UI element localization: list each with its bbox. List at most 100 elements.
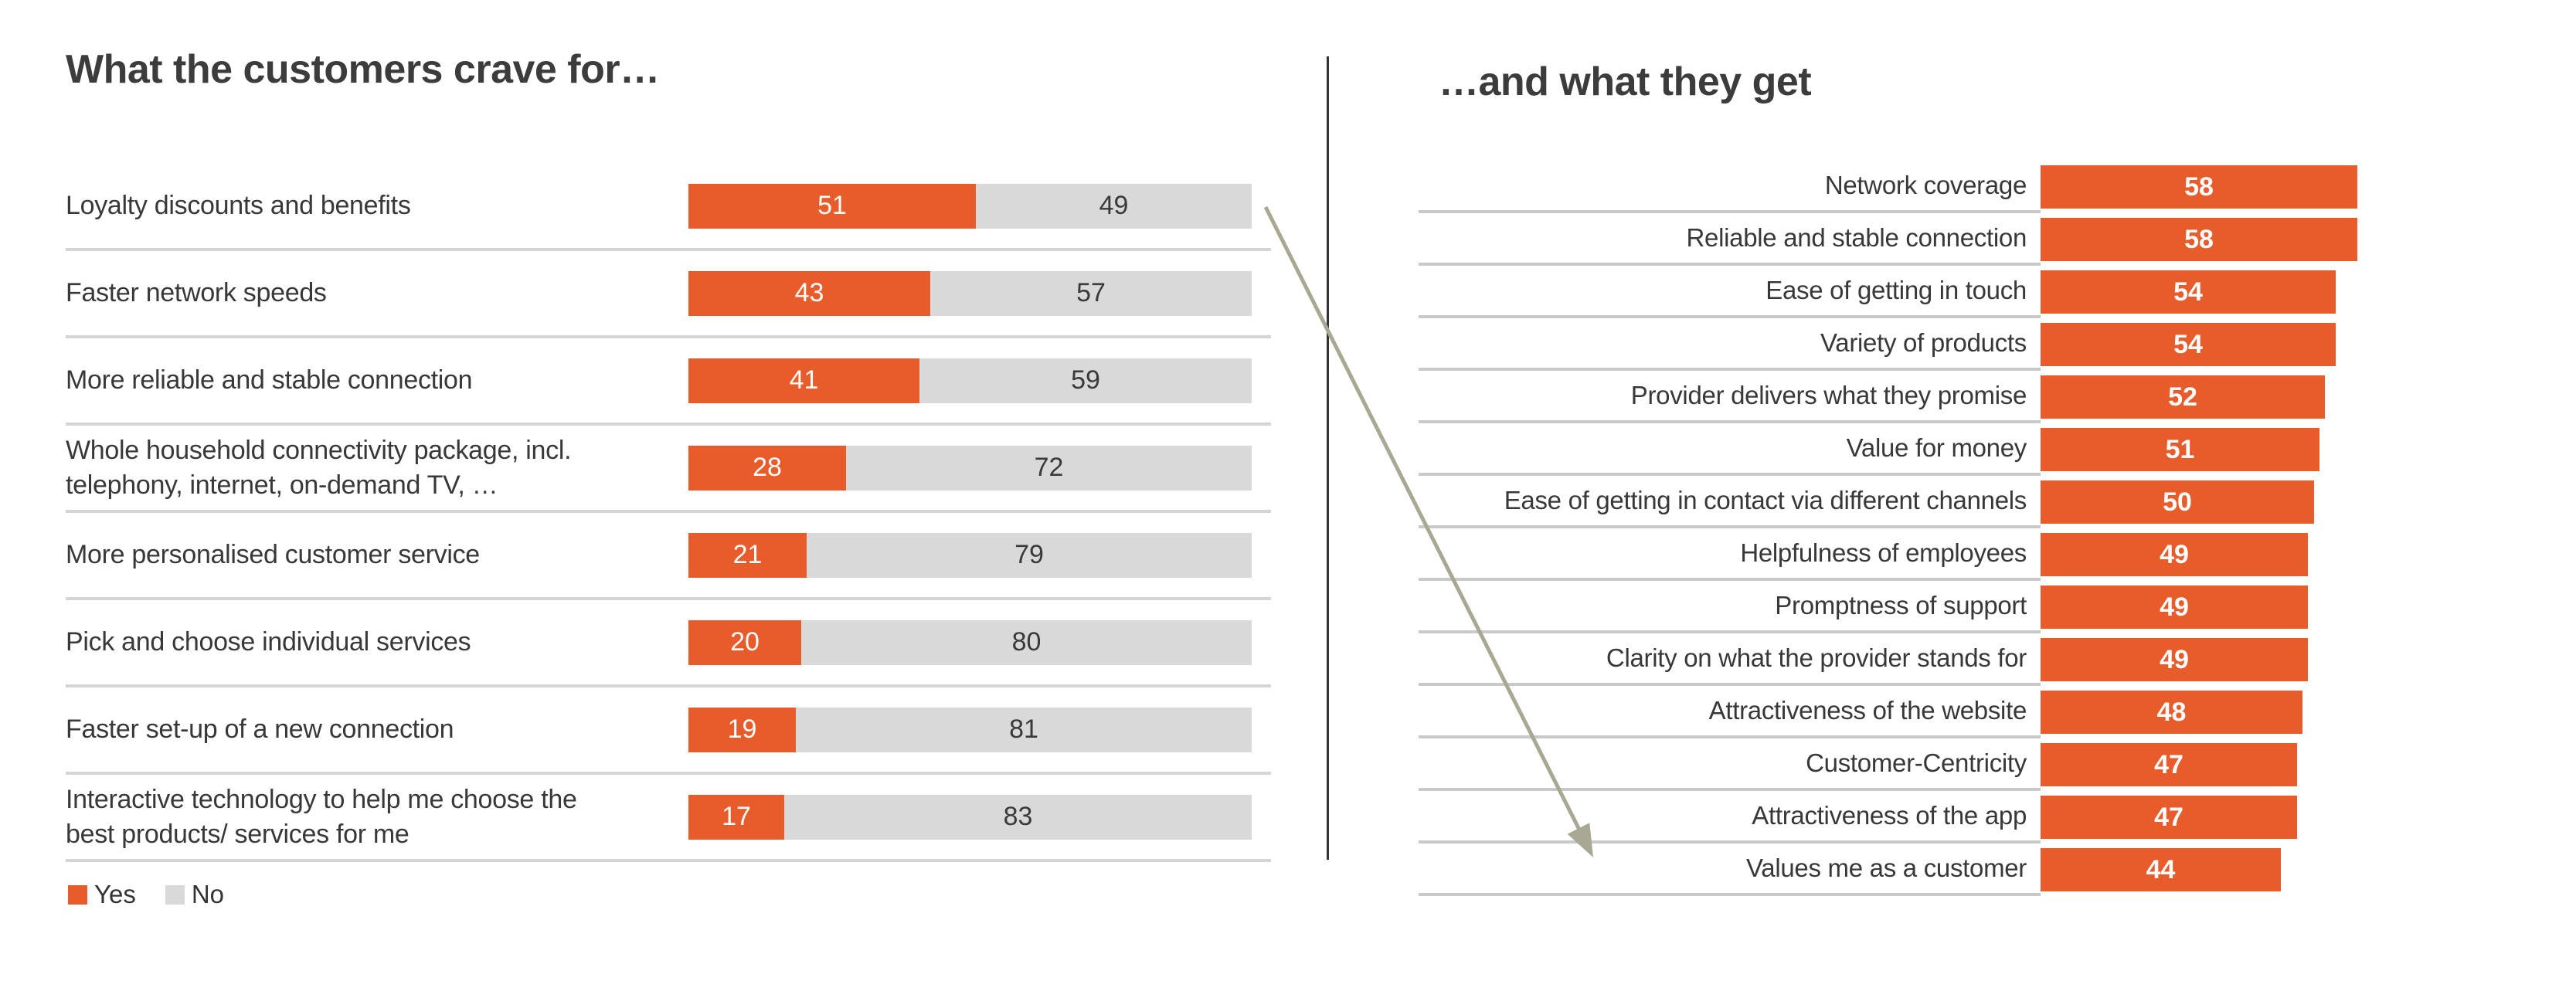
yes-bar-segment: 17 <box>688 794 784 840</box>
bar-row: Helpfulness of employees 49 <box>1419 528 2438 581</box>
no-bar-segment: 81 <box>796 707 1252 752</box>
row-label: Value for money <box>1419 423 2041 476</box>
value-bar: 58 <box>2041 165 2357 209</box>
bar-row: Loyalty discounts and benefits 51 49 <box>66 164 1271 251</box>
legend-label: No <box>191 880 225 908</box>
yes-value-label: 19 <box>727 715 757 744</box>
get-bar-chart: Network coverage 58 Reliable and stable co… <box>1419 161 2438 896</box>
bar-row: Faster network speeds 43 57 <box>66 251 1271 338</box>
row-label: Variety of products <box>1419 318 2041 371</box>
value-bar: 47 <box>2041 743 2297 786</box>
yes-value-label: 51 <box>817 191 847 220</box>
value-bar: 49 <box>2041 638 2308 681</box>
no-bar-segment: 83 <box>784 794 1252 840</box>
yes-value-label: 41 <box>789 365 819 395</box>
bar-value-label: 44 <box>2146 854 2176 884</box>
yes-value-label: 17 <box>722 802 751 831</box>
value-bar: 54 <box>2041 323 2336 366</box>
stacked-bar: 20 80 <box>688 619 1252 665</box>
yes-bar-segment: 19 <box>688 707 796 752</box>
bar-value-label: 58 <box>2184 171 2214 202</box>
bar-row: Interactive technology to help me choose… <box>66 775 1271 862</box>
bar-row: Customer-Centricity 47 <box>1419 738 2438 791</box>
no-bar-segment: 79 <box>807 532 1252 578</box>
no-value-label: 81 <box>1009 715 1038 744</box>
value-bar: 54 <box>2041 270 2336 314</box>
row-label: Reliable and stable connection <box>1419 213 2041 266</box>
stacked-bar: 21 79 <box>688 532 1252 578</box>
yes-bar-segment: 51 <box>688 183 976 229</box>
legend-swatch-icon <box>68 884 87 905</box>
row-label: Values me as a customer <box>1419 844 2041 896</box>
stacked-bar: 41 59 <box>688 358 1252 403</box>
bar-row: Ease of getting in contact via different… <box>1419 476 2438 528</box>
no-bar-segment: 80 <box>801 619 1252 665</box>
bar-row: Faster set-up of a new connection 19 81 <box>66 687 1271 775</box>
bar-value-label: 49 <box>2160 592 2189 622</box>
bar-value-label: 49 <box>2160 539 2189 569</box>
yes-value-label: 21 <box>732 540 763 569</box>
row-label: Attractiveness of the website <box>1419 686 2041 738</box>
bar-row: Variety of products 54 <box>1419 318 2438 371</box>
legend-label: Yes <box>94 880 136 908</box>
crave-stacked-bar-chart: Loyalty discounts and benefits 51 49 Faster… <box>66 164 1271 862</box>
no-bar-segment: 59 <box>919 358 1252 403</box>
row-label: More reliable and stable connection <box>66 365 473 395</box>
bar-value-label: 50 <box>2163 487 2192 517</box>
bar-value-label: 51 <box>2165 434 2195 464</box>
no-bar-segment: 49 <box>976 183 1252 229</box>
bar-value-label: 47 <box>2154 802 2183 832</box>
bar-row: Promptness of support 49 <box>1419 581 2438 633</box>
bar-row: More reliable and stable connection 41 59 <box>66 338 1271 426</box>
stacked-bar: 17 83 <box>688 794 1252 840</box>
bar-row: Attractiveness of the website 48 <box>1419 686 2438 738</box>
bar-row: Provider delivers what they promise 52 <box>1419 371 2438 423</box>
bar-row: Network coverage 58 <box>1419 161 2438 213</box>
value-bar: 52 <box>2041 375 2325 419</box>
yes-bar-segment: 41 <box>688 358 919 403</box>
no-bar-segment: 57 <box>930 270 1252 316</box>
section-divider-line <box>1327 56 1329 860</box>
yes-value-label: 43 <box>794 278 824 307</box>
bar-value-label: 48 <box>2156 697 2187 727</box>
no-value-label: 79 <box>1014 540 1044 569</box>
yes-value-label: 20 <box>730 627 760 657</box>
row-label: Promptness of support <box>1419 581 2041 633</box>
value-bar: 58 <box>2041 218 2357 261</box>
row-label: Clarity on what the provider stands for <box>1419 633 2041 686</box>
row-label: Loyalty discounts and benefits <box>66 191 411 221</box>
bar-value-label: 49 <box>2160 644 2189 674</box>
value-bar: 47 <box>2041 796 2297 839</box>
no-value-label: 72 <box>1034 453 1064 482</box>
no-value-label: 59 <box>1071 365 1100 395</box>
value-bar: 50 <box>2041 480 2314 524</box>
legend-item-yes: Yes <box>68 880 136 909</box>
bar-value-label: 58 <box>2184 224 2214 254</box>
value-bar: 49 <box>2041 533 2308 576</box>
no-bar-segment: 72 <box>846 445 1252 490</box>
yes-bar-segment: 20 <box>688 619 801 665</box>
bar-value-label: 47 <box>2154 749 2183 779</box>
stacked-bar: 19 81 <box>688 707 1252 752</box>
no-value-label: 80 <box>1011 627 1042 657</box>
bar-row: Value for money 51 <box>1419 423 2438 476</box>
bar-row: Values me as a customer 44 <box>1419 844 2438 896</box>
value-bar: 49 <box>2041 586 2308 629</box>
left-chart-title: What the customers crave for… <box>66 47 660 92</box>
right-chart-title: …and what they get <box>1439 59 1812 104</box>
yes-value-label: 28 <box>753 453 782 482</box>
left-chart-legend: Yes No <box>68 880 224 909</box>
no-value-label: 49 <box>1099 191 1129 220</box>
row-label: Interactive technology to help me choose… <box>66 784 577 849</box>
row-label: Faster set-up of a new connection <box>66 715 454 745</box>
yes-bar-segment: 21 <box>688 532 807 578</box>
no-value-label: 83 <box>1003 802 1033 831</box>
row-label: Provider delivers what they promise <box>1419 371 2041 423</box>
row-label: Pick and choose individual services <box>66 627 471 657</box>
yes-bar-segment: 28 <box>688 445 846 490</box>
row-label: Network coverage <box>1419 161 2041 213</box>
legend-swatch-icon <box>165 884 185 905</box>
row-label: Faster network speeds <box>66 278 327 308</box>
row-label: Customer-Centricity <box>1419 738 2041 791</box>
no-value-label: 57 <box>1076 278 1106 307</box>
